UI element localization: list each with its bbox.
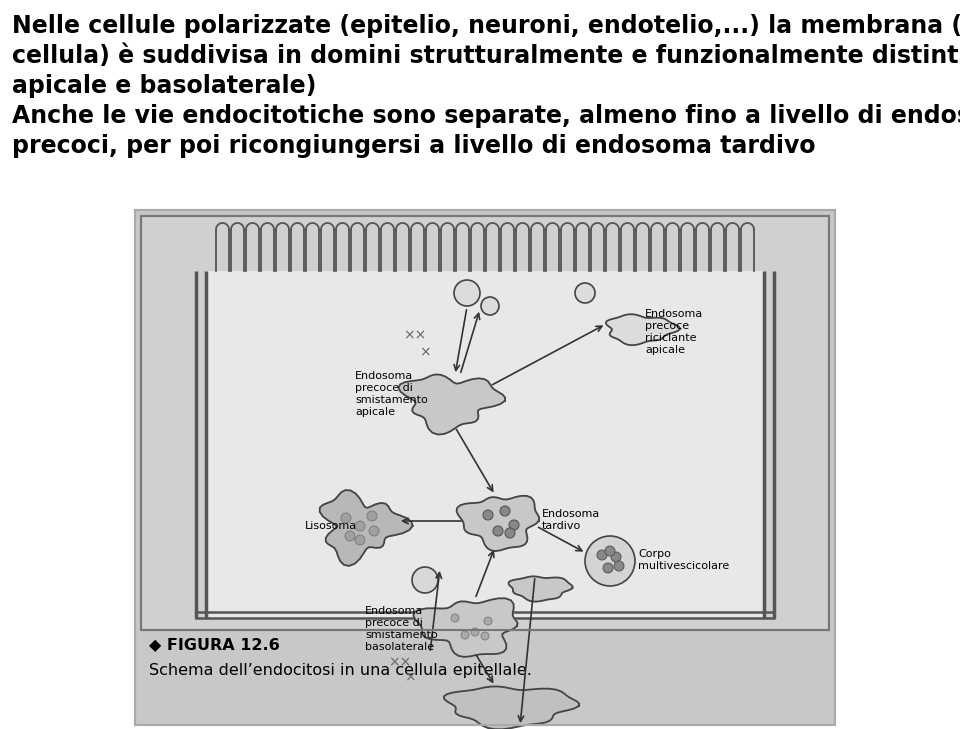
Text: ×: × <box>404 670 416 684</box>
Circle shape <box>355 521 365 531</box>
Polygon shape <box>509 577 572 601</box>
Text: Anche le vie endocitotiche sono separate, almeno fino a livello di endosomi: Anche le vie endocitotiche sono separate… <box>12 104 960 128</box>
Circle shape <box>355 535 365 545</box>
Circle shape <box>493 526 503 536</box>
Text: Corpo
multivescicolare: Corpo multivescicolare <box>638 549 730 571</box>
Text: ××: ×× <box>389 655 412 669</box>
Text: Endosoma
precoce di
smistamento
apicale: Endosoma precoce di smistamento apicale <box>355 371 428 417</box>
Text: ◆ FIGURA 12.6: ◆ FIGURA 12.6 <box>149 637 279 652</box>
Circle shape <box>341 513 351 523</box>
Circle shape <box>483 510 493 520</box>
Circle shape <box>509 520 519 530</box>
Text: precoci, per poi ricongiungersi a livello di endosoma tardivo: precoci, per poi ricongiungersi a livell… <box>12 134 816 158</box>
Circle shape <box>481 632 489 640</box>
Circle shape <box>345 531 355 541</box>
Circle shape <box>585 536 635 586</box>
Text: Lisosoma: Lisosoma <box>305 521 357 531</box>
Text: ××: ×× <box>403 328 426 342</box>
Polygon shape <box>457 496 540 551</box>
Polygon shape <box>320 490 413 566</box>
FancyBboxPatch shape <box>141 216 829 630</box>
Text: ×: × <box>420 345 431 359</box>
Text: Endosoma
precoce
riciclante
apicale: Endosoma precoce riciclante apicale <box>645 309 704 355</box>
FancyBboxPatch shape <box>206 271 764 618</box>
Text: Nelle cellule polarizzate (epitelio, neuroni, endotelio,...) la membrana (e la: Nelle cellule polarizzate (epitelio, neu… <box>12 14 960 38</box>
Circle shape <box>369 526 379 536</box>
Polygon shape <box>444 687 579 729</box>
Circle shape <box>412 567 438 593</box>
Circle shape <box>597 550 607 560</box>
Circle shape <box>481 297 499 315</box>
Text: Schema dell’endocitosi in una cellula epitellale.: Schema dell’endocitosi in una cellula ep… <box>149 663 532 678</box>
Text: apicale e basolaterale): apicale e basolaterale) <box>12 74 317 98</box>
Circle shape <box>500 506 510 516</box>
Circle shape <box>454 280 480 306</box>
Circle shape <box>603 563 613 573</box>
Text: Endosoma
precoce di
smistamento
basolaterale: Endosoma precoce di smistamento basolate… <box>365 606 438 652</box>
Circle shape <box>575 283 595 303</box>
Text: cellula) è suddivisa in domini strutturalmente e funzionalmente distinti ( es: cellula) è suddivisa in domini struttura… <box>12 44 960 68</box>
Polygon shape <box>606 314 680 346</box>
Circle shape <box>461 631 469 639</box>
Polygon shape <box>414 599 517 657</box>
Circle shape <box>471 628 479 636</box>
Text: Endosoma
tardivo: Endosoma tardivo <box>542 509 600 531</box>
Circle shape <box>367 511 377 521</box>
Circle shape <box>451 614 459 622</box>
Circle shape <box>605 546 615 556</box>
Circle shape <box>505 528 515 538</box>
FancyBboxPatch shape <box>135 210 835 725</box>
Circle shape <box>614 561 624 571</box>
Circle shape <box>484 617 492 625</box>
Polygon shape <box>398 375 505 434</box>
Circle shape <box>611 552 621 562</box>
